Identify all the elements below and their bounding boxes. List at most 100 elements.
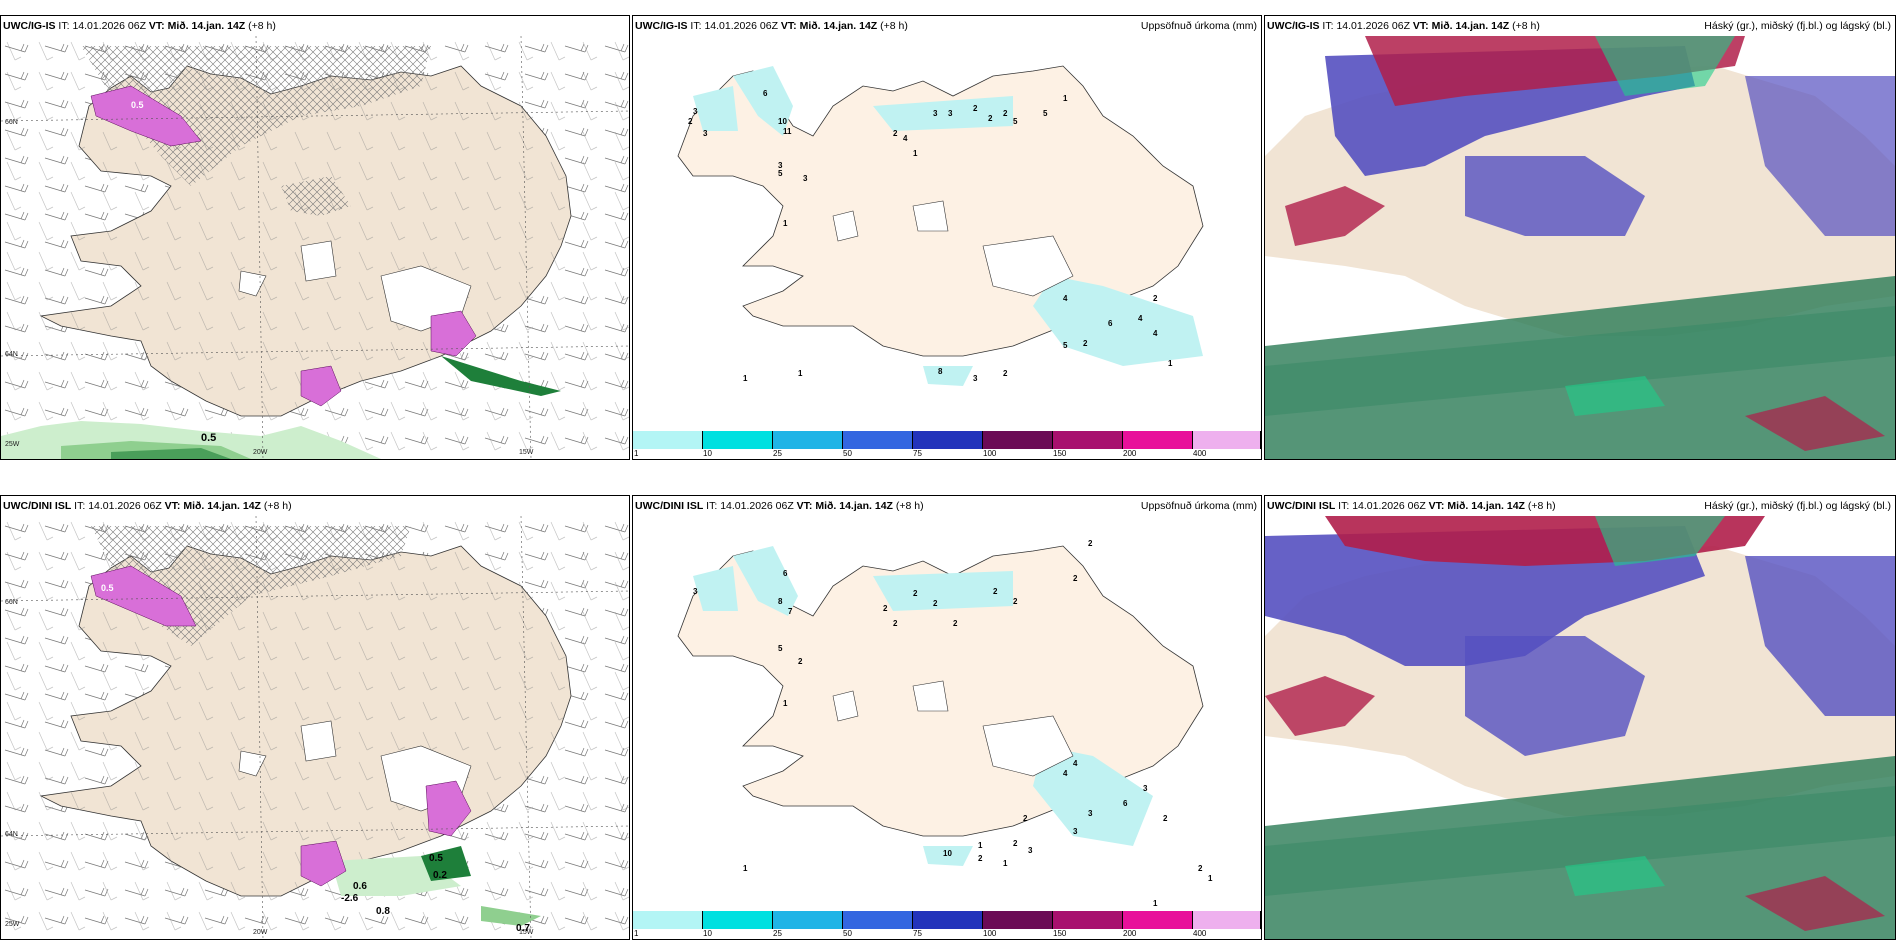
colorbar-swatch xyxy=(773,431,843,449)
precip-label: 1 xyxy=(1208,874,1213,883)
cloud-green-north xyxy=(1595,36,1735,96)
panel-header: UWC/DINI ISL IT: 14.01.2026 06Z VT: Mið.… xyxy=(635,500,924,512)
precip-label: 10 xyxy=(943,849,952,858)
colorbar-swatch xyxy=(1123,911,1193,929)
colorbar-swatch xyxy=(983,911,1053,929)
precip-label: 6 xyxy=(763,89,768,98)
cloud-map[interactable] xyxy=(1265,516,1895,939)
colorbar: 1 10 25 50 75 100 150 200 400 xyxy=(633,911,1261,939)
panel-title-right: Háský (gr.), miðský (fj.bl.) og lágský (… xyxy=(1704,20,1891,32)
precip-label: 1 xyxy=(798,369,803,378)
temp-label: 0.5 xyxy=(201,432,216,444)
precip-label: 1 xyxy=(1153,899,1158,908)
temp-label: 0.5 xyxy=(131,100,144,110)
precip-label: 3 xyxy=(1073,827,1078,836)
precip-label: 2 xyxy=(1073,574,1078,583)
colorbar-tick: 75 xyxy=(913,929,922,938)
panel-header: UWC/IG-IS IT: 14.01.2026 06Z VT: Mið. 14… xyxy=(3,20,276,32)
cloud-green-south xyxy=(1565,376,1665,416)
cloud-high-west xyxy=(1265,676,1375,736)
colorbar-tick: 25 xyxy=(773,449,782,458)
precip-label: 2 xyxy=(993,587,998,596)
panel-ig-clouds: UWC/IG-IS IT: 14.01.2026 06Z VT: Mið. 14… xyxy=(1264,15,1896,460)
lon-label-15: 15W xyxy=(519,449,534,456)
precip-area-southeast xyxy=(1033,276,1203,366)
precip-label: 8 xyxy=(938,367,943,376)
colorbar-swatch xyxy=(913,911,983,929)
cloud-mid-east xyxy=(1745,76,1895,236)
precipitation-map[interactable]: 3 2 3 10 11 5 6 3 2 4 3 3 2 2 2 1 5 5 3 … xyxy=(633,36,1261,431)
glacier-hofsjokull xyxy=(238,270,267,297)
precip-area-west xyxy=(693,86,738,131)
precip-label: 1 xyxy=(978,841,983,850)
precip-label: 5 xyxy=(778,169,783,178)
precip-label-group: 3 2 3 10 11 5 6 3 2 4 3 3 2 2 2 1 5 5 3 … xyxy=(688,89,1173,383)
colorbar-swatch xyxy=(633,911,703,929)
lon-label-20: 20W xyxy=(253,929,268,936)
colorbar-swatch xyxy=(1193,911,1261,929)
precip-label: 2 xyxy=(1083,339,1088,348)
panel-dini-clouds: UWC/DINI ISL IT: 14.01.2026 06Z VT: Mið.… xyxy=(1264,495,1896,940)
panel-header: UWC/IG-IS IT: 14.01.2026 06Z VT: Mið. 14… xyxy=(635,20,908,32)
precip-label: 6 xyxy=(1108,319,1113,328)
precip-label: 2 xyxy=(883,604,888,613)
colorbar-swatch xyxy=(703,911,773,929)
precip-label: 3 xyxy=(1028,846,1033,855)
colorbar-tick: 25 xyxy=(773,929,782,938)
precip-area-north xyxy=(873,96,1013,131)
lon-label-25: 25W xyxy=(5,921,20,928)
precip-label: 2 xyxy=(798,657,803,666)
colorbar-swatch xyxy=(983,431,1053,449)
precip-label: 2 xyxy=(978,854,983,863)
precip-label: 1 xyxy=(913,149,918,158)
lat-label-66: 66N xyxy=(5,119,18,126)
glacier-outline xyxy=(982,235,1074,297)
precip-label: 6 xyxy=(783,569,788,578)
precip-label: 4 xyxy=(1063,294,1068,303)
precip-area-north xyxy=(873,571,1013,611)
glacier-langjokull xyxy=(300,720,337,762)
precip-label: 3 xyxy=(693,587,698,596)
precip-area-south xyxy=(923,366,973,386)
precip-label: 3 xyxy=(803,174,808,183)
precip-label: 2 xyxy=(1023,814,1028,823)
panel-title-right: Háský (gr.), miðský (fj.bl.) og lágský (… xyxy=(1704,500,1891,512)
precip-label: 2 xyxy=(1153,294,1158,303)
precip-label: 4 xyxy=(1073,759,1078,768)
colorbar: 1 10 25 50 75 100 150 200 400 xyxy=(633,431,1261,459)
cloud-high-southeast xyxy=(1745,396,1885,451)
precip-label: 5 xyxy=(1063,341,1068,350)
precip-label: 2 xyxy=(933,599,938,608)
precip-label: 3 xyxy=(693,107,698,116)
lat-label-64: 64N xyxy=(5,351,18,358)
cloud-mid-central xyxy=(1465,156,1645,236)
precip-label: 11 xyxy=(783,127,792,136)
colorbar-tick: 10 xyxy=(703,449,712,458)
precip-label: 3 xyxy=(778,161,783,170)
cloud-map[interactable] xyxy=(1265,36,1895,459)
precip-label: 1 xyxy=(1168,359,1173,368)
temp-label: 0.8 xyxy=(376,906,390,917)
panel-header: UWC/IG-IS IT: 14.01.2026 06Z VT: Mið. 14… xyxy=(1267,20,1540,32)
snow-westfjords xyxy=(90,85,202,147)
glacier-hofsjokull xyxy=(238,750,267,777)
colorbar-swatch xyxy=(1053,431,1123,449)
cloud-high-west xyxy=(1285,186,1385,246)
precipitation-map[interactable]: 3 8 7 2 2 2 2 2 2 2 2 2 5 6 2 1 4 4 6 3 … xyxy=(633,516,1261,911)
colorbar-swatch xyxy=(913,431,983,449)
precip-label: 2 xyxy=(1013,839,1018,848)
lon-label-25: 25W xyxy=(5,441,20,448)
precip-label: 7 xyxy=(788,607,793,616)
precip-label: 5 xyxy=(1043,109,1048,118)
temperature-map[interactable]: 66N 64N 25W 20W 15W 0.5 0.5 xyxy=(1,36,629,459)
snow-southeast xyxy=(430,310,477,357)
precip-label-group: 3 8 7 2 2 2 2 2 2 2 2 2 5 6 2 1 4 4 6 3 … xyxy=(693,539,1213,908)
colorbar-tick: 50 xyxy=(843,449,852,458)
panel-title-right: Uppsöfnuð úrkoma (mm) xyxy=(1140,20,1257,32)
temp-label: 0.7 xyxy=(516,923,530,934)
temperature-map[interactable]: 66N 64N 25W 20W 15W 0.5 0.2 -2.6 0.6 0.8… xyxy=(1,516,629,939)
colorbar-tick: 400 xyxy=(1193,449,1207,458)
precip-label: 3 xyxy=(703,129,708,138)
precip-ocean-mid xyxy=(481,906,541,926)
lake-outline xyxy=(832,210,859,242)
